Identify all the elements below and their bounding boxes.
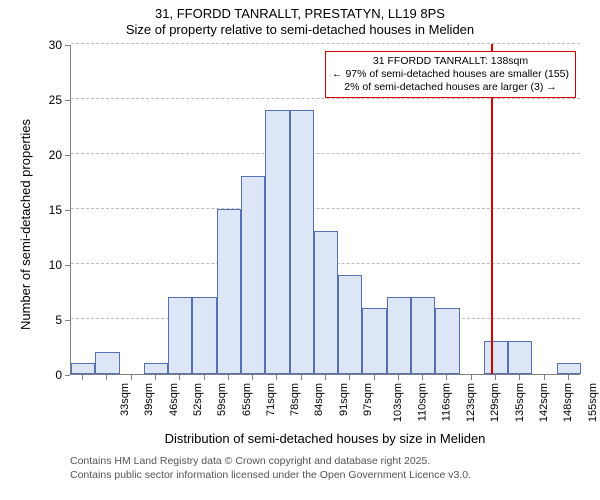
histogram-bar <box>95 352 119 374</box>
x-tick-label: 91sqm <box>338 383 350 416</box>
y-tick-mark <box>65 100 70 101</box>
x-tick-mark <box>544 375 545 380</box>
x-tick-label: 155sqm <box>587 383 599 422</box>
x-tick-mark <box>568 375 569 380</box>
histogram-bar <box>484 341 508 374</box>
callout-line1: 31 FFORDD TANRALLT: 138sqm <box>332 55 569 68</box>
x-tick-label: 33sqm <box>119 383 131 416</box>
x-tick-mark <box>276 375 277 380</box>
x-tick-mark <box>349 375 350 380</box>
histogram-bar <box>71 363 95 374</box>
x-tick-label: 135sqm <box>514 383 526 422</box>
y-tick-mark <box>65 45 70 46</box>
x-tick-mark <box>204 375 205 380</box>
histogram-bar <box>387 297 411 374</box>
y-tick-label: 15 <box>40 203 62 217</box>
x-tick-label: 84sqm <box>313 383 325 416</box>
histogram-bar <box>217 209 241 374</box>
callout-line2: ← 97% of semi-detached houses are smalle… <box>332 68 569 81</box>
title-line2: Size of property relative to semi-detach… <box>0 22 600 38</box>
histogram-bar <box>314 231 338 374</box>
callout-line3: 2% of semi-detached houses are larger (3… <box>332 81 569 94</box>
x-tick-label: 71sqm <box>265 383 277 416</box>
histogram-bar <box>144 363 168 374</box>
x-tick-mark <box>471 375 472 380</box>
footnote-line1: Contains HM Land Registry data © Crown c… <box>70 455 471 469</box>
y-axis-title: Number of semi-detached properties <box>18 119 33 330</box>
x-tick-mark <box>228 375 229 380</box>
histogram-bar <box>435 308 459 374</box>
y-tick-mark <box>65 375 70 376</box>
x-tick-label: 46sqm <box>168 383 180 416</box>
histogram-bar <box>508 341 532 374</box>
x-tick-mark <box>179 375 180 380</box>
x-axis-title: Distribution of semi-detached houses by … <box>70 431 580 446</box>
y-tick-label: 5 <box>40 313 62 327</box>
x-tick-mark <box>495 375 496 380</box>
x-tick-mark <box>519 375 520 380</box>
x-tick-label: 65sqm <box>241 383 253 416</box>
histogram-bar <box>192 297 216 374</box>
x-tick-mark <box>446 375 447 380</box>
x-tick-mark <box>422 375 423 380</box>
y-tick-mark <box>65 155 70 156</box>
footnote: Contains HM Land Registry data © Crown c… <box>70 455 471 482</box>
y-tick-mark <box>65 265 70 266</box>
x-tick-label: 97sqm <box>362 383 374 416</box>
x-tick-mark <box>131 375 132 380</box>
x-tick-label: 116sqm <box>440 383 452 421</box>
histogram-bar <box>362 308 386 374</box>
histogram-bar <box>168 297 192 374</box>
x-tick-label: 59sqm <box>216 383 228 416</box>
histogram-bar <box>411 297 435 374</box>
title-line1: 31, FFORDD TANRALLT, PRESTATYN, LL19 8PS <box>0 6 600 22</box>
x-tick-label: 123sqm <box>465 383 477 422</box>
x-tick-label: 39sqm <box>143 383 155 416</box>
x-tick-mark <box>398 375 399 380</box>
y-tick-label: 20 <box>40 148 62 162</box>
y-tick-label: 25 <box>40 93 62 107</box>
y-tick-label: 10 <box>40 258 62 272</box>
x-tick-label: 148sqm <box>562 383 574 422</box>
gridline <box>71 43 580 44</box>
x-tick-label: 129sqm <box>490 383 502 422</box>
x-tick-mark <box>301 375 302 380</box>
x-tick-label: 142sqm <box>538 383 550 422</box>
y-tick-label: 30 <box>40 38 62 52</box>
y-tick-mark <box>65 210 70 211</box>
histogram-bar <box>338 275 362 374</box>
histogram-bar <box>290 110 314 374</box>
x-tick-mark <box>155 375 156 380</box>
x-tick-label: 52sqm <box>192 383 204 416</box>
x-tick-label: 78sqm <box>289 383 301 416</box>
histogram-bar <box>557 363 581 374</box>
histogram-bar <box>241 176 265 374</box>
x-tick-label: 103sqm <box>392 383 404 422</box>
x-tick-mark <box>82 375 83 380</box>
x-tick-mark <box>106 375 107 380</box>
x-tick-mark <box>325 375 326 380</box>
gridline <box>71 208 580 209</box>
x-tick-mark <box>374 375 375 380</box>
x-tick-label: 110sqm <box>416 383 428 421</box>
chart-title: 31, FFORDD TANRALLT, PRESTATYN, LL19 8PS… <box>0 6 600 39</box>
callout-box: 31 FFORDD TANRALLT: 138sqm← 97% of semi-… <box>325 51 576 98</box>
x-tick-mark <box>252 375 253 380</box>
gridline <box>71 153 580 154</box>
histogram-bar <box>265 110 289 374</box>
y-tick-mark <box>65 320 70 321</box>
footnote-line2: Contains public sector information licen… <box>70 469 471 483</box>
y-tick-label: 0 <box>40 368 62 382</box>
chart-container: 31, FFORDD TANRALLT, PRESTATYN, LL19 8PS… <box>0 0 600 500</box>
